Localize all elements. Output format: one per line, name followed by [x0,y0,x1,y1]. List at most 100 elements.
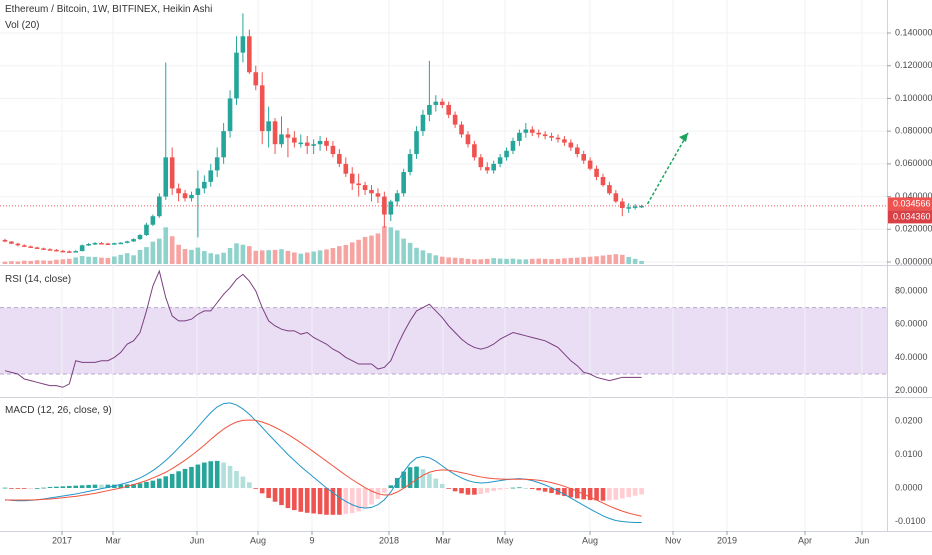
candle-body[interactable] [2,239,8,242]
candle-body[interactable] [459,124,464,135]
candle-body[interactable] [639,205,644,208]
candle-body[interactable] [401,172,406,194]
candle-body[interactable] [420,114,426,132]
candle-body[interactable] [227,98,233,132]
candle-body[interactable] [324,140,329,146]
candle-body[interactable] [446,104,451,115]
candle-body[interactable] [549,136,554,138]
candle-body[interactable] [182,193,188,199]
projection-arrow[interactable] [646,132,689,205]
candle-body[interactable] [169,157,175,189]
candle-body[interactable] [292,137,297,143]
candle-body[interactable] [619,201,625,209]
candle-body[interactable] [504,150,509,158]
candle-body[interactable] [388,201,394,215]
candle-body[interactable] [47,249,53,251]
candle-body[interactable] [433,101,439,105]
candle-body[interactable] [478,157,484,168]
candle-body[interactable] [298,142,304,145]
candle-body[interactable] [594,168,599,177]
candle-body[interactable] [574,147,580,155]
candle-body[interactable] [484,167,490,171]
candle-body[interactable] [60,250,66,253]
candle-body[interactable] [414,131,419,155]
candle-body[interactable] [272,121,278,145]
candle-body[interactable] [607,185,612,194]
candle-body[interactable] [568,142,574,148]
candle-body[interactable] [189,194,194,199]
candle-body[interactable] [362,185,368,191]
candle-body[interactable] [67,251,72,253]
candle-body[interactable] [253,72,259,86]
candle-body[interactable] [105,243,111,246]
candle-body[interactable] [523,129,529,133]
candle-body[interactable] [369,190,374,194]
candle-body[interactable] [176,188,181,194]
candle-body[interactable] [632,206,638,208]
candle-body[interactable] [15,243,21,246]
candle-body[interactable] [240,36,246,53]
candle-body[interactable] [562,139,567,143]
candle-body[interactable] [137,235,143,240]
candle-body[interactable] [439,101,445,105]
candle-body[interactable] [613,193,619,202]
candle-body[interactable] [317,140,323,145]
candle-body[interactable] [581,154,586,161]
candle-body[interactable] [86,244,91,246]
candle-body[interactable] [34,247,40,249]
candle-body[interactable] [497,157,503,164]
candle-body[interactable] [587,160,593,169]
candle-body[interactable] [112,243,117,245]
candle-body[interactable] [285,134,291,138]
candle-body[interactable] [491,163,496,171]
candle-body[interactable] [510,140,516,151]
candle-body[interactable] [144,224,149,236]
candle-body[interactable] [311,144,316,146]
candle-body[interactable] [28,246,34,248]
candle-body[interactable] [330,145,336,155]
candle-body[interactable] [21,245,27,247]
candle-body[interactable] [517,132,522,141]
candle-body[interactable] [555,137,561,140]
candle-body[interactable] [214,157,220,171]
candle-body[interactable] [9,241,14,244]
candle-body[interactable] [195,188,201,195]
candle-body[interactable] [465,134,471,145]
candle-body[interactable] [259,85,265,132]
candle-body[interactable] [452,114,458,125]
candle-body[interactable] [54,249,59,252]
candle-body[interactable] [536,132,541,135]
candle-body[interactable] [163,157,169,197]
candle-body[interactable] [92,243,98,245]
candle-body[interactable] [208,170,214,182]
candle-body[interactable] [131,239,136,242]
candle-body[interactable] [73,251,79,253]
candle-body[interactable] [221,131,226,158]
candle-body[interactable] [356,183,361,186]
candle-body[interactable] [375,193,381,197]
candle-body[interactable] [394,193,400,202]
candle-body[interactable] [626,207,632,209]
candle-body[interactable] [41,248,46,250]
candle-body[interactable] [124,241,130,243]
candle-body[interactable] [343,163,349,174]
candle-body[interactable] [349,173,355,184]
candle-body[interactable] [79,245,85,252]
candle-body[interactable] [266,121,271,132]
candle-body[interactable] [150,216,156,225]
candle-body[interactable] [529,129,535,133]
candle-body[interactable] [600,176,606,186]
candle-body[interactable] [279,134,284,145]
candle-body[interactable] [472,144,477,158]
candle-body[interactable] [118,242,124,245]
candle-body[interactable] [407,154,413,173]
candle-body[interactable] [247,36,252,73]
candle-body[interactable] [542,134,548,137]
candle-body[interactable] [427,104,432,115]
candle-body[interactable] [99,243,104,245]
candle-body[interactable] [234,52,239,99]
candle-body[interactable] [304,142,310,146]
candle-body[interactable] [337,154,342,164]
candle-body[interactable] [202,181,207,189]
